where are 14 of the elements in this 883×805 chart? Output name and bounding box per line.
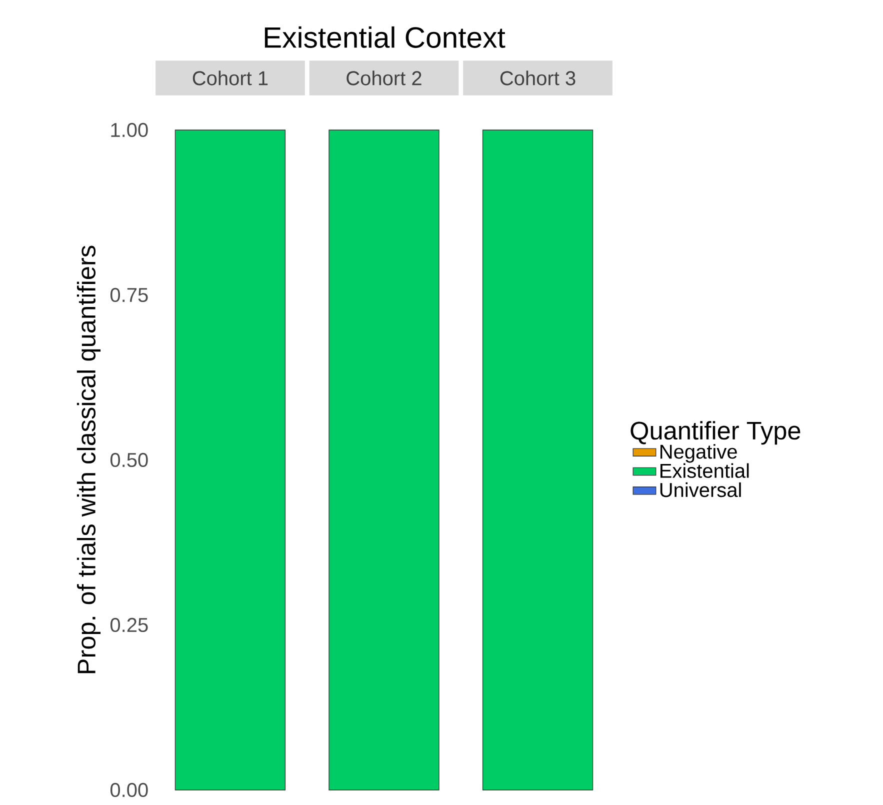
y-tick-label: 0.75 <box>110 288 148 302</box>
legend-label: Negative <box>660 444 737 463</box>
chart-title: Existential Context <box>264 26 506 48</box>
legend-label: Universal <box>660 482 741 498</box>
y-tick-label: 0.25 <box>110 618 148 632</box>
y-tick-label: 1.00 <box>111 122 148 138</box>
y-tick-label: 0.50 <box>110 452 148 468</box>
y-axis-title: Prop. of trials with classical quantifiers <box>76 246 101 674</box>
y-tick-label: 0.00 <box>110 782 148 798</box>
legend-label: Existential <box>660 463 749 478</box>
legend-title: Quantifier Type <box>630 421 800 445</box>
x-tick-label: Cohort 1 <box>192 70 268 86</box>
x-tick-label: Cohort 3 <box>500 70 576 86</box>
x-tick-label: Cohort 2 <box>346 70 422 86</box>
